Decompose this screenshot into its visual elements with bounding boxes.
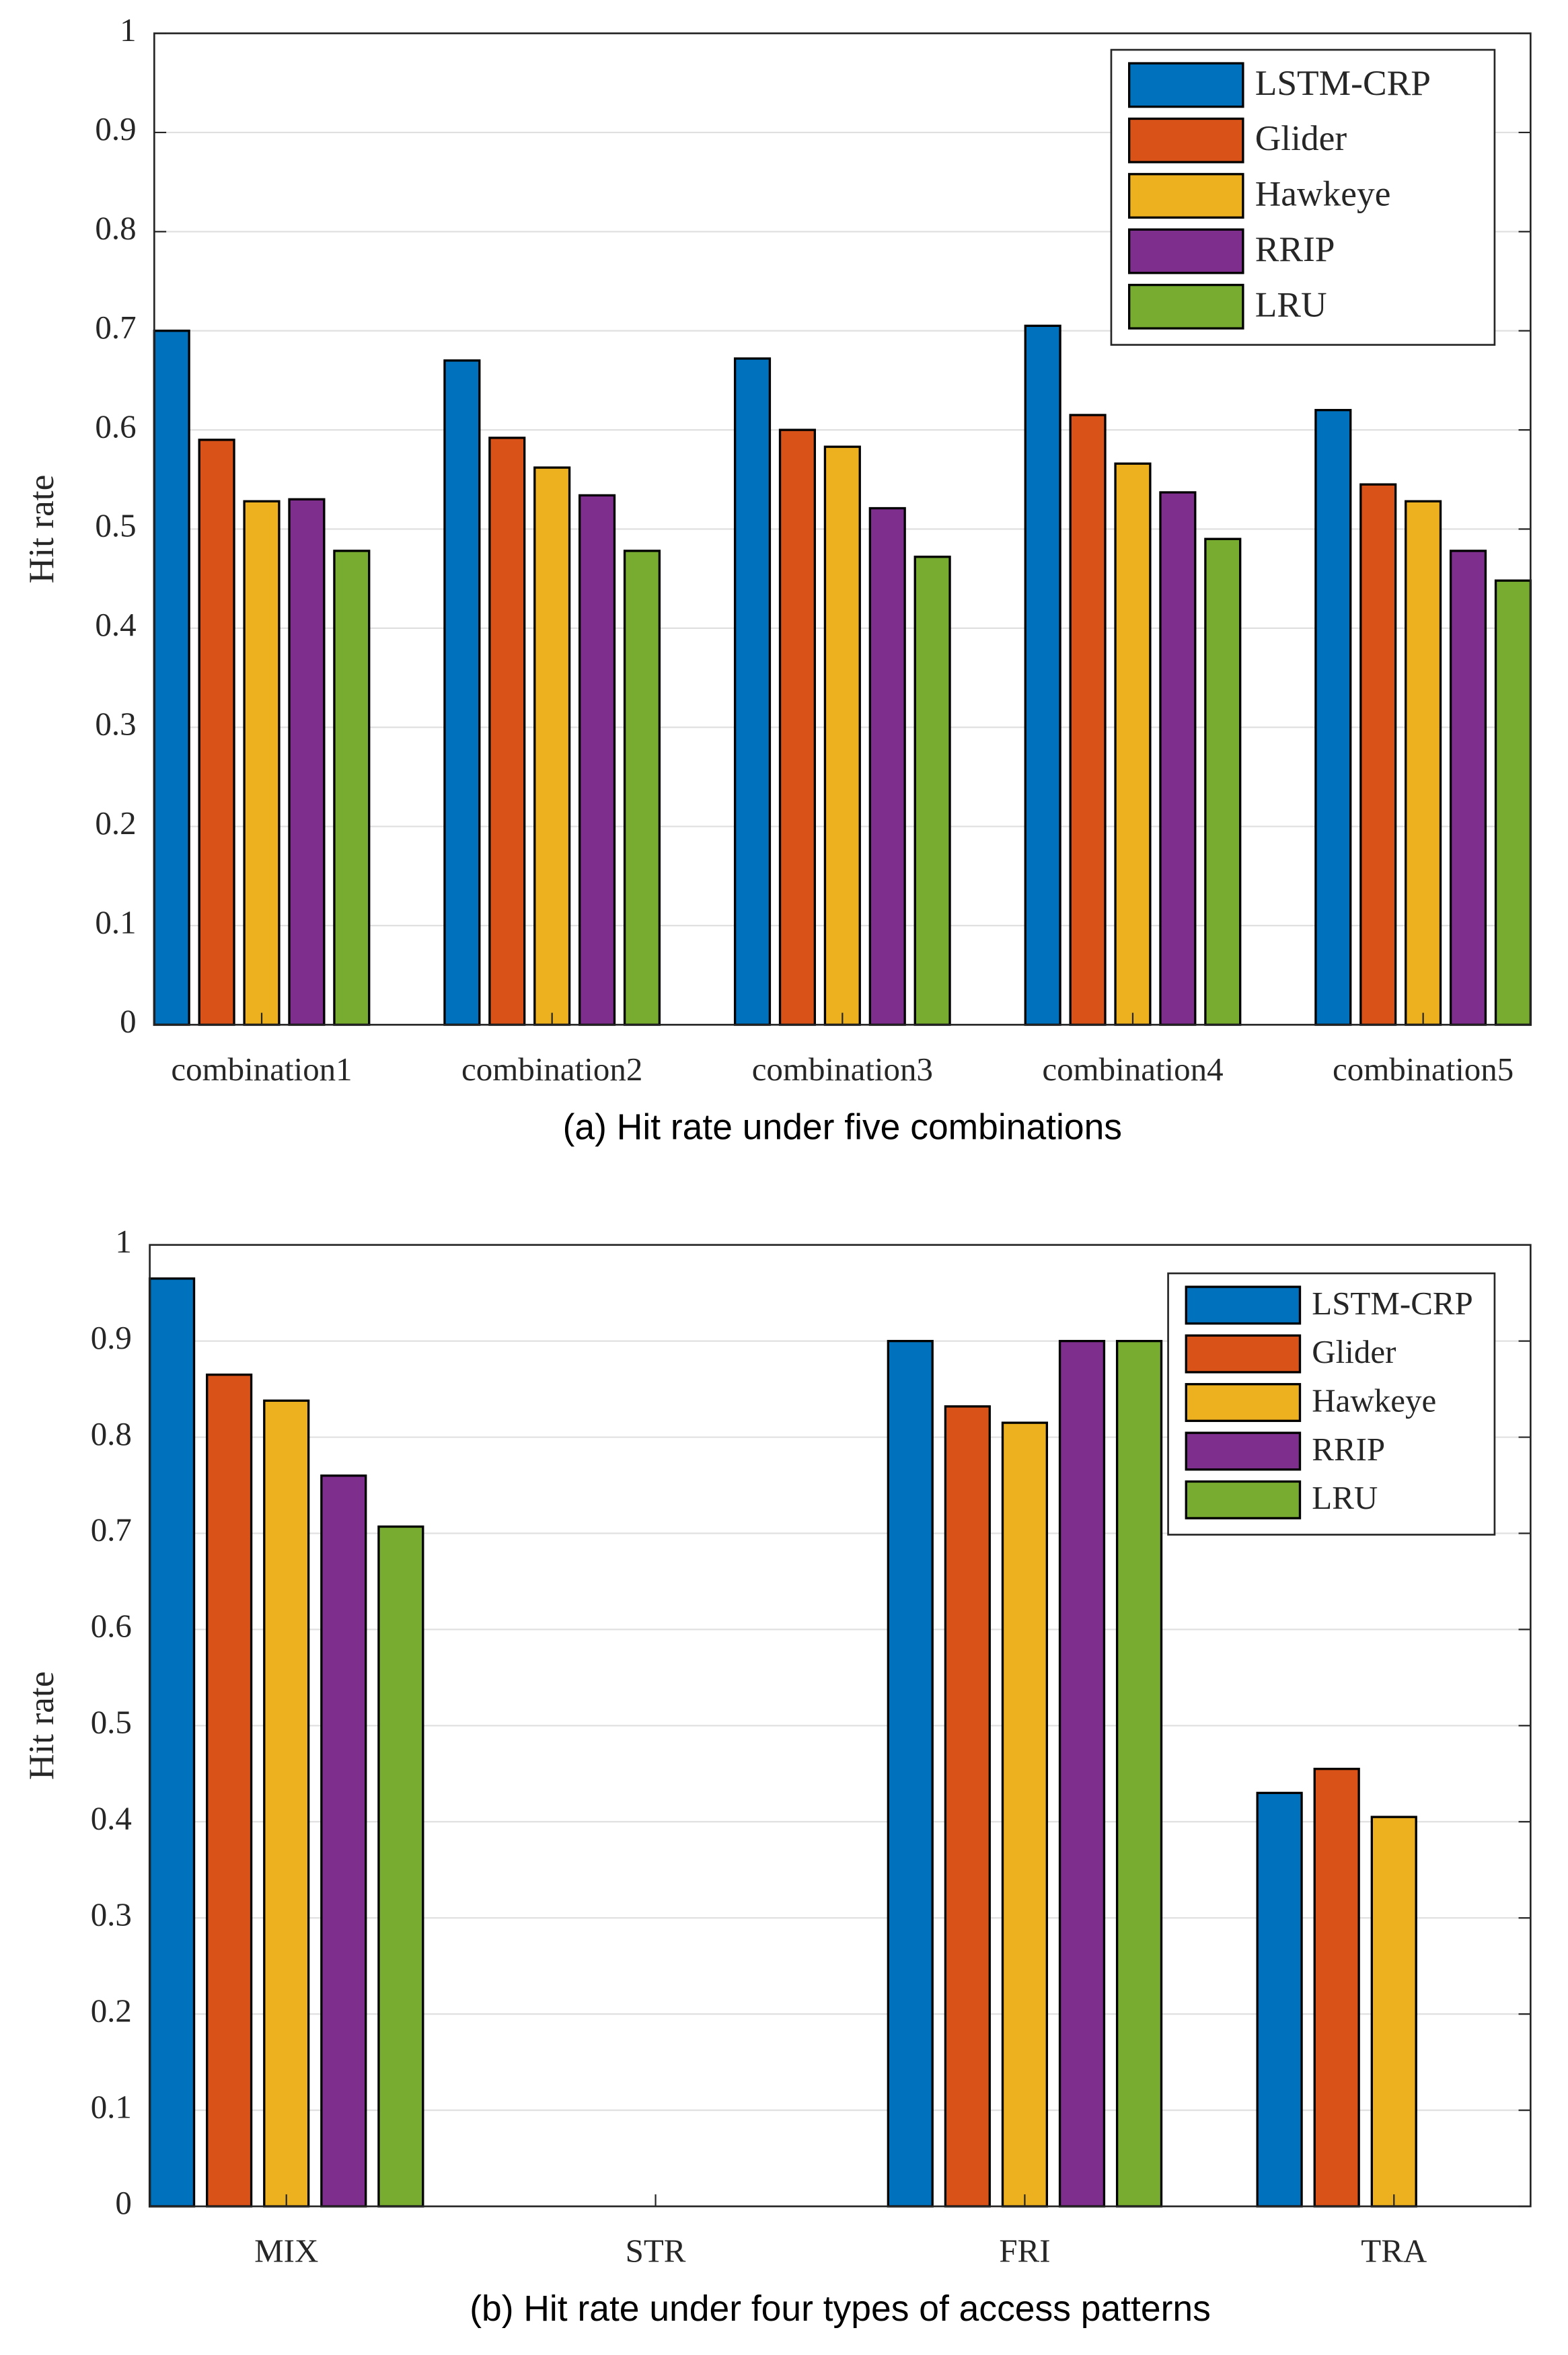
bar — [533, 466, 571, 1026]
x-tick-label: STR — [626, 2232, 686, 2269]
bar — [206, 1373, 253, 2208]
y-axis-label: Hit rate — [21, 475, 61, 584]
y-tick-label: 0.4 — [95, 606, 136, 643]
legend-label: RRIP — [1255, 229, 1335, 269]
legend-label: LSTM-CRP — [1312, 1285, 1472, 1322]
legend-label: RRIP — [1312, 1431, 1385, 1468]
bar — [1359, 483, 1397, 1026]
y-tick-label: 0.7 — [95, 309, 136, 346]
y-tick-label: 0.2 — [91, 1992, 132, 2029]
y-tick-label: 0.6 — [91, 1608, 132, 1645]
legend-swatch — [1128, 228, 1244, 274]
bar — [1313, 1767, 1360, 2208]
bar — [944, 1405, 991, 2208]
x-tick-label: MIX — [254, 2232, 318, 2269]
x-tick-label: FRI — [999, 2232, 1050, 2269]
y-tick-label: 0.9 — [91, 1319, 132, 1356]
bar — [1204, 537, 1242, 1026]
x-tick-label: combination5 — [1333, 1051, 1514, 1088]
x-tick-label: combination3 — [752, 1051, 933, 1088]
bar — [263, 1399, 310, 2208]
legend-label: Glider — [1255, 118, 1347, 158]
y-tick-label: 1 — [120, 11, 136, 48]
bar — [153, 330, 190, 1026]
y-tick-label: 0 — [120, 1003, 136, 1040]
bar — [1069, 414, 1107, 1026]
y-tick-label: 0.3 — [95, 705, 136, 742]
legend-label: Glider — [1312, 1333, 1396, 1370]
x-tick-label: TRA — [1361, 2232, 1427, 2269]
bar — [1449, 550, 1487, 1026]
y-tick-label: 0.1 — [91, 2088, 132, 2125]
legend-swatch — [1128, 62, 1244, 108]
y-tick-label: 0.1 — [95, 903, 136, 940]
legend-swatch — [1185, 1480, 1302, 1520]
x-axis-label: (a) Hit rate under five combinations — [563, 1107, 1122, 1147]
bar — [578, 494, 616, 1026]
bar — [198, 439, 235, 1026]
bar — [148, 1277, 196, 2208]
y-tick-label: 0.5 — [91, 1704, 132, 1741]
legend-swatch — [1128, 283, 1244, 330]
bar — [1159, 491, 1197, 1026]
legend-label: LRU — [1255, 284, 1327, 324]
x-axis-label: (b) Hit rate under four types of access … — [470, 2289, 1211, 2329]
bar — [1001, 1421, 1049, 2208]
bar — [1024, 324, 1061, 1026]
bar — [488, 437, 526, 1026]
y-axis-label: Hit rate — [21, 1672, 61, 1781]
legend-label: LSTM-CRP — [1255, 63, 1431, 103]
bar — [823, 445, 861, 1026]
bar — [623, 550, 661, 1026]
legend-swatch — [1128, 173, 1244, 219]
bar — [1370, 1816, 1417, 2208]
y-tick-label: 0.9 — [95, 110, 136, 147]
bar — [333, 550, 371, 1026]
x-tick-label: combination2 — [461, 1051, 642, 1088]
x-tick-label: combination4 — [1042, 1051, 1223, 1088]
legend-swatch — [1185, 1383, 1302, 1422]
plot-frame — [153, 32, 1532, 1026]
legend-swatch — [1185, 1334, 1302, 1374]
y-tick-label: 0.7 — [91, 1511, 132, 1548]
legend-swatch — [1185, 1431, 1302, 1471]
x-tick-label: combination1 — [171, 1051, 352, 1088]
legend-label: Hawkeye — [1312, 1382, 1436, 1419]
legend-label: Hawkeye — [1255, 174, 1391, 214]
legend-label: LRU — [1312, 1479, 1378, 1516]
y-tick-label: 0.8 — [95, 210, 136, 247]
bar — [1405, 500, 1442, 1026]
y-tick-label: 0.6 — [95, 408, 136, 445]
bar — [1058, 1339, 1106, 2208]
bar — [320, 1474, 367, 2208]
y-tick-label: 1 — [115, 1223, 131, 1260]
y-tick-label: 0 — [115, 2184, 131, 2221]
y-tick-label: 0.8 — [91, 1415, 132, 1452]
bar — [1114, 462, 1152, 1026]
legend-swatch — [1128, 117, 1244, 163]
bar — [1314, 408, 1352, 1026]
y-tick-label: 0.5 — [95, 507, 136, 544]
bar — [443, 359, 481, 1026]
bar — [377, 1525, 424, 2208]
bar — [1256, 1791, 1303, 2208]
y-tick-label: 0.2 — [95, 805, 136, 842]
bar — [887, 1339, 934, 2208]
y-tick-label: 0.4 — [91, 1800, 132, 1837]
bar — [778, 428, 816, 1026]
plot-frame — [149, 1244, 1532, 2208]
bar — [913, 556, 951, 1026]
bar — [1115, 1339, 1163, 2208]
bar — [733, 357, 772, 1026]
bar — [1494, 579, 1532, 1026]
bar — [868, 507, 906, 1026]
legend-swatch — [1185, 1285, 1302, 1325]
y-tick-label: 0.3 — [91, 1896, 132, 1933]
bar — [288, 498, 326, 1026]
bar — [243, 500, 281, 1026]
